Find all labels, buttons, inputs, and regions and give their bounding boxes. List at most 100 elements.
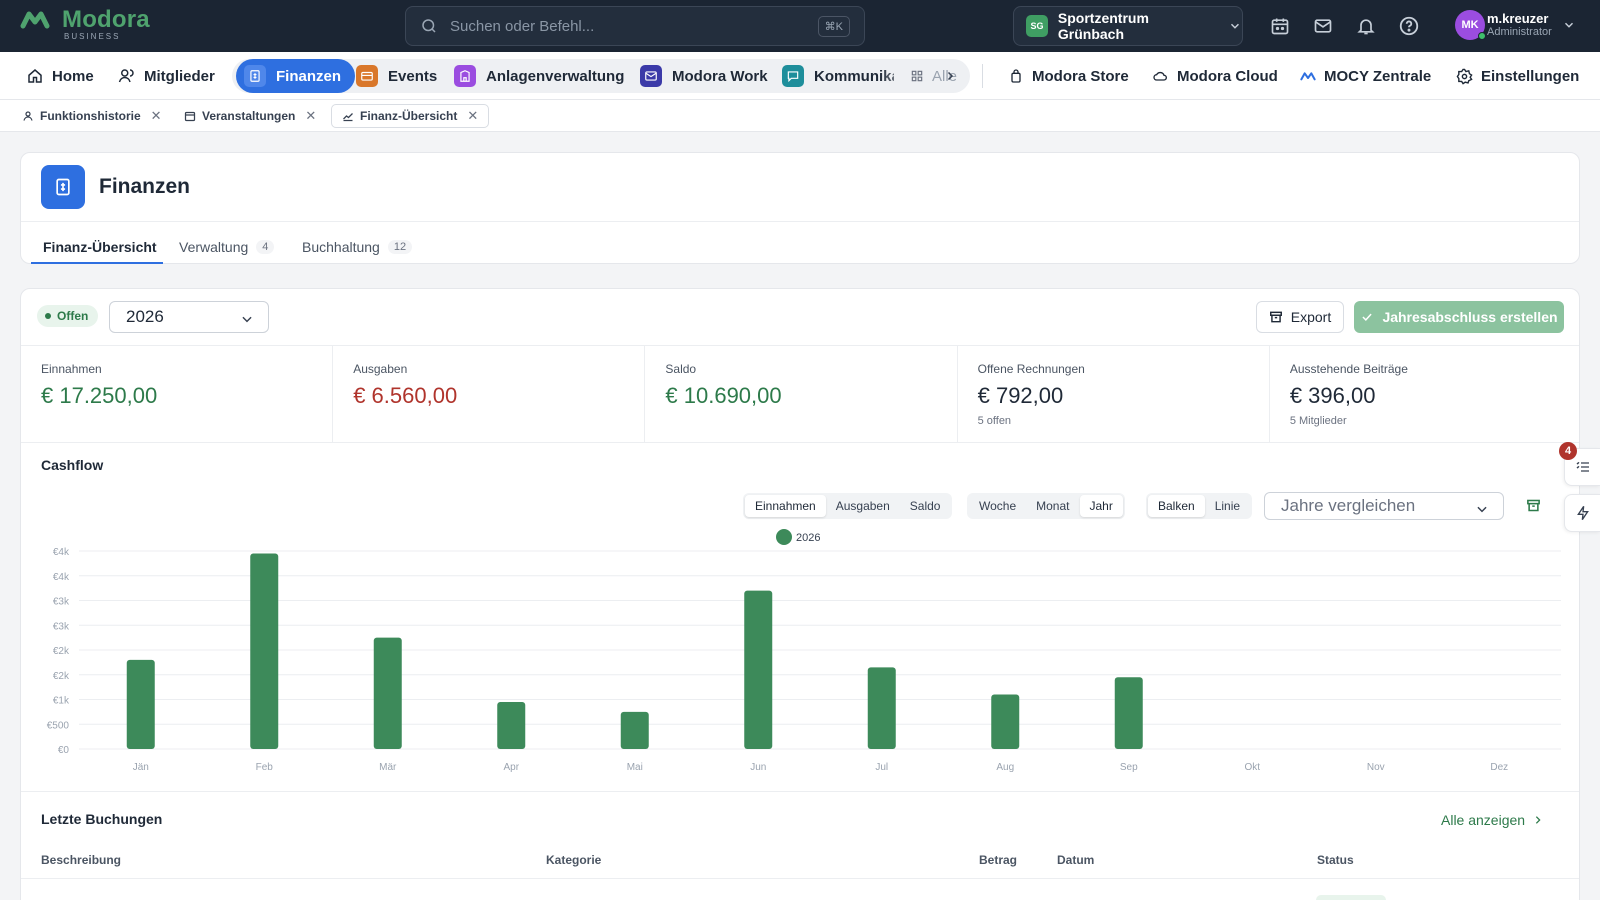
chevron-down-icon	[1231, 23, 1240, 29]
toggle-type-linie[interactable]: Linie	[1214, 499, 1241, 513]
column-header-beschreibung[interactable]: Beschreibung	[41, 853, 122, 867]
user-name: m.kreuzer	[1487, 10, 1549, 26]
kpi-label: Einnahmen	[41, 362, 102, 376]
mail-icon	[640, 65, 662, 87]
close-icon[interactable]: ✕	[305, 108, 317, 123]
nav-item-modora-cloud[interactable]: Modora Cloud	[1151, 59, 1278, 93]
nav-item-modora-work[interactable]: Modora Work	[640, 59, 768, 93]
year-select[interactable]: 2026	[109, 301, 269, 333]
archive-icon[interactable]	[1526, 498, 1541, 513]
user-role: Administrator	[1487, 25, 1552, 38]
header-divider	[21, 221, 1579, 222]
nav-scroll-fade	[880, 59, 920, 93]
y-tick-label: €3k	[53, 597, 70, 608]
building-icon	[454, 65, 476, 87]
kpi-row: Einnahmen € 17.250,00 Ausgaben € 6.560,00 Sa…	[21, 345, 1579, 443]
kpi-card: Ausstehende Beiträge € 396,00 5 Mitglieder	[1270, 346, 1579, 442]
brand-logo[interactable]: Modora BUSINESS	[20, 8, 150, 41]
toggle-metric-einnahmen[interactable]: Einnahmen	[745, 495, 826, 517]
finance-icon	[244, 65, 266, 87]
nav-item-label: Finanzen	[276, 67, 342, 85]
open-tab-finanz-uebersicht[interactable]: Finanz-Übersicht ✕	[331, 104, 490, 128]
user-menu[interactable]: MK m.kreuzer Administrator	[1455, 10, 1576, 40]
brand-sub: BUSINESS	[64, 32, 121, 41]
search-box[interactable]: ⌘K	[405, 6, 865, 46]
nav-item-label: Alle	[932, 67, 958, 85]
tab-finanz-uebersicht[interactable]: Finanz-Übersicht	[43, 233, 157, 261]
nav-item-home[interactable]: Home	[26, 59, 94, 93]
column-header-datum[interactable]: Datum	[1057, 853, 1095, 867]
brand-name: Modora	[62, 6, 150, 33]
mail-button[interactable]	[1311, 14, 1335, 38]
column-header-betrag[interactable]: Betrag	[979, 853, 1018, 867]
nav-item-einstellungen[interactable]: Einstellungen	[1456, 59, 1579, 93]
column-header-status[interactable]: Status	[1317, 853, 1354, 867]
nav-item-modora-store[interactable]: Modora Store	[1008, 59, 1129, 93]
cloud-icon	[1153, 71, 1167, 81]
home-icon	[28, 69, 42, 83]
year-end-closing-label: Jahresabschluss erstellen	[1382, 309, 1558, 325]
search-shortcut: ⌘K	[817, 16, 850, 37]
close-icon[interactable]: ✕	[467, 108, 479, 123]
export-button[interactable]: Export	[1256, 301, 1344, 333]
nav-item-mitglieder[interactable]: Mitglieder	[118, 59, 215, 93]
tab-label: Finanz-Übersicht	[43, 239, 157, 255]
y-tick-label: €1k	[53, 696, 70, 707]
nav-item-kommunikation[interactable]: Kommunikation	[782, 59, 894, 93]
y-tick-label: €4k	[53, 572, 70, 583]
top-bar: Modora BUSINESS ⌘K SG Sportzentrum Grünb…	[0, 0, 1600, 52]
toggle-metric-saldo[interactable]: Saldo	[909, 499, 941, 513]
notification-count-badge: 4	[1559, 442, 1577, 460]
x-tick-label: Mai	[627, 762, 643, 773]
kpi-value: € 6.560,00	[353, 383, 458, 408]
year-end-closing-button[interactable]: Jahresabschluss erstellen	[1354, 301, 1564, 333]
chevron-down-icon	[242, 316, 252, 323]
x-tick-label: Jul	[875, 762, 888, 773]
tab-verwaltung[interactable]: Verwaltung 4	[179, 233, 275, 261]
compare-years-select[interactable]: Jahre vergleichen	[1264, 492, 1504, 520]
tab-count-badge: 4	[256, 240, 275, 254]
tab-label: Buchhaltung	[302, 239, 380, 255]
kpi-value: € 396,00	[1289, 383, 1376, 408]
x-tick-label: Nov	[1367, 762, 1385, 773]
org-name: Sportzentrum Grünbach	[1057, 10, 1149, 42]
tab-buchhaltung[interactable]: Buchhaltung 12	[302, 233, 413, 261]
toggle-metric-ausgaben[interactable]: Ausgaben	[835, 499, 890, 513]
nav-item-anlagenverwaltung[interactable]: Anlagenverwaltung	[454, 59, 624, 93]
tab-label: Verwaltung	[179, 239, 249, 255]
org-switcher[interactable]: SG Sportzentrum Grünbach	[1013, 6, 1243, 46]
help-button[interactable]	[1397, 14, 1421, 38]
open-tab-veranstaltungen[interactable]: Veranstaltungen ✕	[184, 104, 316, 128]
column-header-kategorie[interactable]: Kategorie	[546, 853, 602, 867]
calendar-button[interactable]	[1268, 14, 1292, 38]
nav-item-label: Kommunikation	[814, 67, 894, 85]
chevron-right-icon[interactable]	[944, 70, 956, 82]
notifications-button[interactable]	[1354, 14, 1378, 38]
quick-actions-side-tab[interactable]	[1564, 494, 1600, 532]
search-input[interactable]	[450, 17, 810, 35]
chevron-down-icon	[1564, 22, 1573, 28]
nav-item-label: Home	[52, 67, 94, 85]
open-tab-funktionshistorie[interactable]: Funktionshistorie ✕	[22, 104, 162, 128]
nav-item-events[interactable]: Events	[356, 59, 437, 93]
legend-swatch	[776, 529, 792, 545]
x-tick-label: Jun	[750, 762, 766, 773]
check-icon	[1362, 313, 1373, 321]
tab-count-badge: 12	[387, 240, 413, 254]
nav-item-finanzen[interactable]: Finanzen	[236, 59, 356, 93]
nav-item-mocy-zentrale[interactable]: MOCY Zentrale	[1300, 59, 1431, 93]
active-tab-indicator	[31, 262, 163, 264]
toggle-period-woche[interactable]: Woche	[979, 499, 1017, 513]
y-tick-label: €2k	[53, 671, 70, 682]
grid-icon	[911, 70, 923, 82]
bar-jun	[744, 590, 773, 749]
show-all-link[interactable]: Alle anzeigen	[1441, 812, 1543, 828]
kpi-subtext: 5 offen	[977, 415, 1012, 427]
toggle-period-monat[interactable]: Monat	[1036, 499, 1070, 513]
toggle-period-jahr[interactable]: Jahr	[1079, 495, 1123, 517]
main-nav: Home Mitglieder Finanzen Events Anlagenv…	[0, 52, 1600, 100]
toggle-type-balken[interactable]: Balken	[1148, 495, 1205, 517]
close-icon[interactable]: ✕	[150, 108, 162, 123]
nav-item-alle[interactable]: Alle	[910, 59, 960, 93]
users-icon	[118, 69, 134, 83]
